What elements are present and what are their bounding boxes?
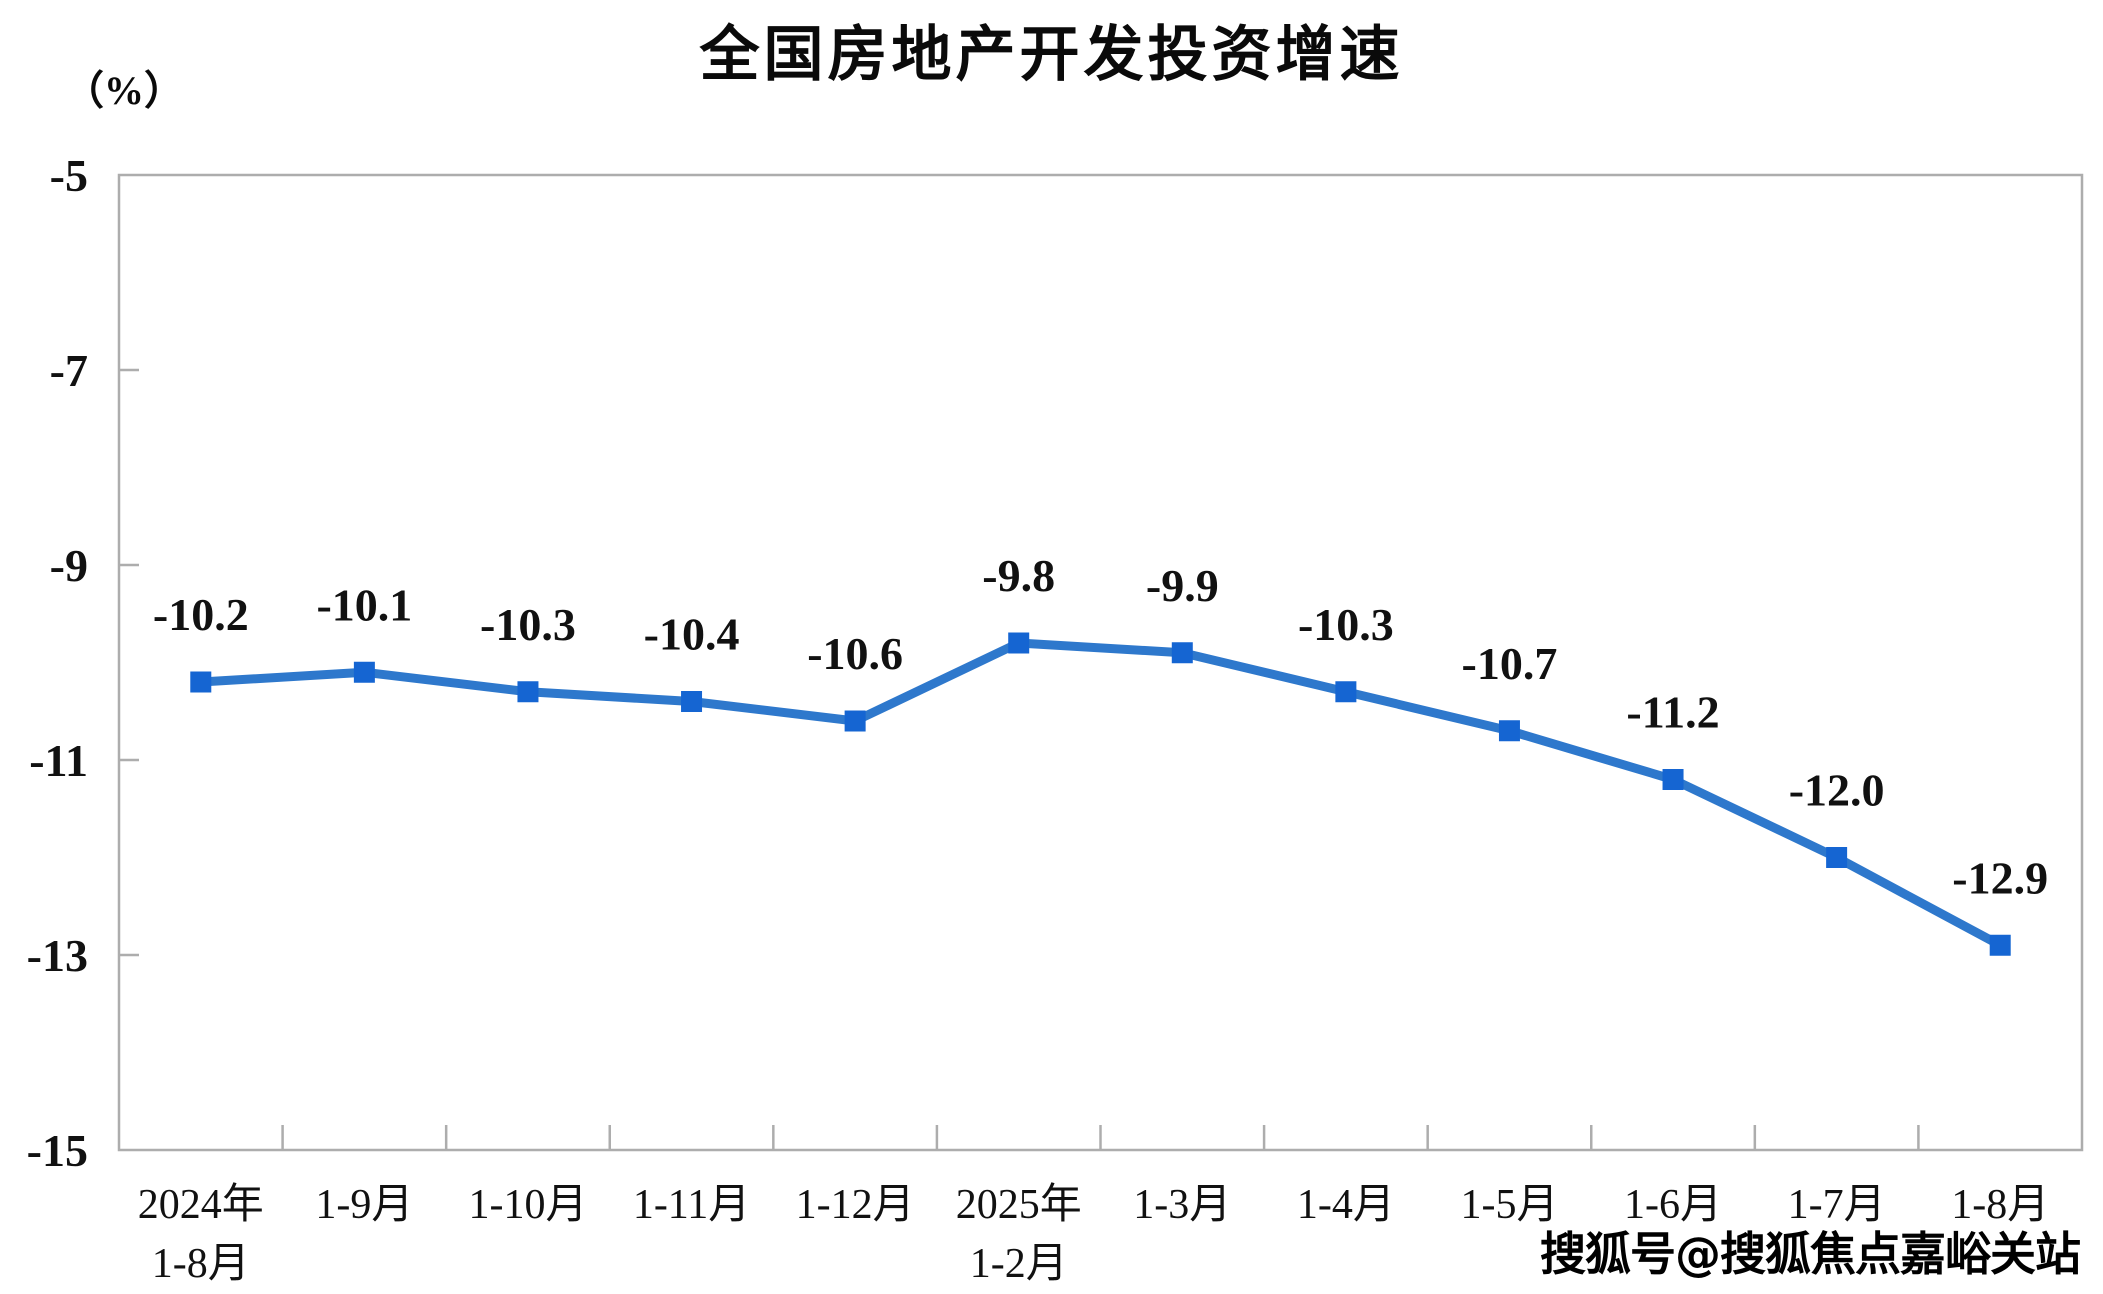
data-point-marker bbox=[1662, 769, 1684, 790]
chart-title: 全国房地产开发投资增速 bbox=[699, 20, 1404, 90]
y-axis-tick-label: -7 bbox=[50, 345, 88, 396]
data-point-label: -12.0 bbox=[1789, 765, 1885, 816]
data-point-marker bbox=[1008, 632, 1030, 654]
x-axis-category-label: 1-12月 bbox=[796, 1182, 915, 1228]
data-line bbox=[196, 638, 2005, 950]
data-point-label: -10.7 bbox=[1462, 638, 1558, 689]
data-point-marker bbox=[1171, 642, 1193, 664]
data-point-label: -12.9 bbox=[1952, 852, 2048, 903]
x-axis-category-label: 1-8月 bbox=[1951, 1182, 2049, 1228]
data-point-label: -10.3 bbox=[480, 599, 576, 650]
plot-border bbox=[117, 173, 2084, 1152]
data-point-marker bbox=[353, 661, 375, 683]
x-axis-category-label: 1-6月 bbox=[1624, 1182, 1722, 1228]
data-point-label: -9.9 bbox=[1146, 560, 1219, 611]
data-point-label: -10.2 bbox=[153, 589, 249, 640]
data-point-marker bbox=[190, 671, 212, 693]
data-point-marker bbox=[1989, 934, 2011, 956]
data-point-marker bbox=[1826, 847, 1848, 868]
data-point-label: -10.4 bbox=[644, 609, 740, 660]
x-axis-category-label: 1-3月 bbox=[1133, 1182, 1231, 1228]
watermark: 搜狐号@搜狐焦点嘉峪关站 bbox=[1540, 1227, 2081, 1281]
x-axis-category-label: 1-7月 bbox=[1788, 1182, 1886, 1228]
data-point-marker bbox=[1498, 720, 1520, 742]
data-point-label: -11.2 bbox=[1626, 687, 1719, 738]
x-axis-category-label: 2025年 1-2月 bbox=[956, 1181, 1082, 1287]
data-point-marker bbox=[517, 681, 539, 703]
data-point-label: -10.1 bbox=[316, 579, 412, 630]
data-point-label: -10.3 bbox=[1298, 599, 1394, 650]
y-axis-tick-label: -11 bbox=[29, 735, 88, 786]
data-point-label: -9.8 bbox=[982, 550, 1055, 601]
data-point-marker bbox=[1335, 681, 1357, 703]
data-point-label: -10.6 bbox=[807, 628, 903, 679]
x-axis-category-label: 2024年 1-8月 bbox=[138, 1181, 264, 1287]
y-axis-tick-label: -5 bbox=[50, 150, 88, 201]
x-axis-category-label: 1-11月 bbox=[633, 1182, 750, 1228]
x-axis-category-label: 1-4月 bbox=[1297, 1182, 1395, 1228]
y-axis-tick-label: -9 bbox=[50, 540, 88, 591]
x-axis-category-label: 1-9月 bbox=[315, 1182, 413, 1228]
x-axis-category-label: 1-5月 bbox=[1460, 1182, 1558, 1228]
y-axis-unit-label: （%） bbox=[64, 68, 184, 113]
y-axis-tick-label: -15 bbox=[27, 1125, 88, 1176]
y-axis-tick-label: -13 bbox=[27, 930, 88, 981]
x-axis-category-label: 1-10月 bbox=[468, 1182, 587, 1228]
data-point-marker bbox=[844, 710, 866, 732]
data-point-marker bbox=[681, 691, 703, 712]
